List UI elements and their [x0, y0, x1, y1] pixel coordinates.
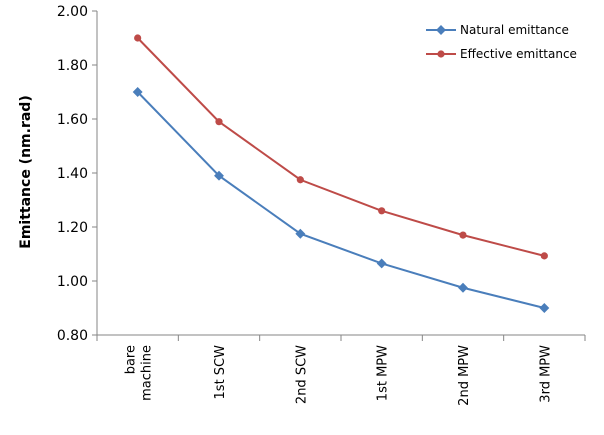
effective-point — [134, 34, 142, 42]
y-tick-label: 0.80 — [57, 328, 88, 344]
x-category-label: 2nd MPW — [457, 345, 472, 406]
x-category-label-line: bare — [124, 345, 139, 374]
y-tick-label: 1.40 — [57, 166, 88, 182]
x-category-label: 3rd MPW — [538, 345, 553, 403]
x-category-label-line: 1st SCW — [213, 345, 228, 400]
x-category-label: 1st SCW — [213, 345, 228, 400]
effective-point — [540, 252, 548, 260]
series-line-2 — [136, 37, 545, 257]
x-category-label: 2nd SCW — [294, 345, 309, 404]
legend-marker-diamond — [436, 25, 446, 35]
natural-point — [132, 87, 143, 97]
legend-label: Effective emittance — [460, 47, 577, 61]
effective-point — [215, 118, 223, 126]
y-tick-label: 1.60 — [57, 112, 88, 128]
y-tick-label: 1.00 — [57, 274, 88, 290]
legend-label: Natural emittance — [460, 23, 569, 37]
x-category-label-line: 1st MPW — [376, 345, 391, 401]
y-tick-label: 2.00 — [57, 4, 88, 20]
x-category-label-line: machine — [140, 345, 155, 401]
x-category-label: bare machine — [124, 345, 155, 401]
natural-point — [214, 170, 224, 181]
natural-point — [376, 258, 387, 269]
x-category-label: 1st MPW — [376, 345, 391, 401]
natural-point — [539, 303, 550, 313]
effective-point — [378, 207, 386, 215]
x-category-label-line: 2nd SCW — [294, 345, 309, 404]
series-line-1 — [136, 91, 545, 309]
natural-point — [295, 228, 306, 239]
legend-marker-circle — [437, 50, 445, 58]
effective-point — [296, 176, 304, 184]
effective-point — [459, 231, 467, 239]
y-tick-label: 1.20 — [57, 220, 88, 236]
y-tick-label: 1.80 — [57, 58, 88, 74]
natural-point — [458, 282, 468, 293]
x-category-label-line: 2nd MPW — [457, 345, 472, 406]
x-category-label-line: 3rd MPW — [538, 345, 553, 403]
y-axis-title: Emittance (nm.rad) — [18, 95, 34, 248]
